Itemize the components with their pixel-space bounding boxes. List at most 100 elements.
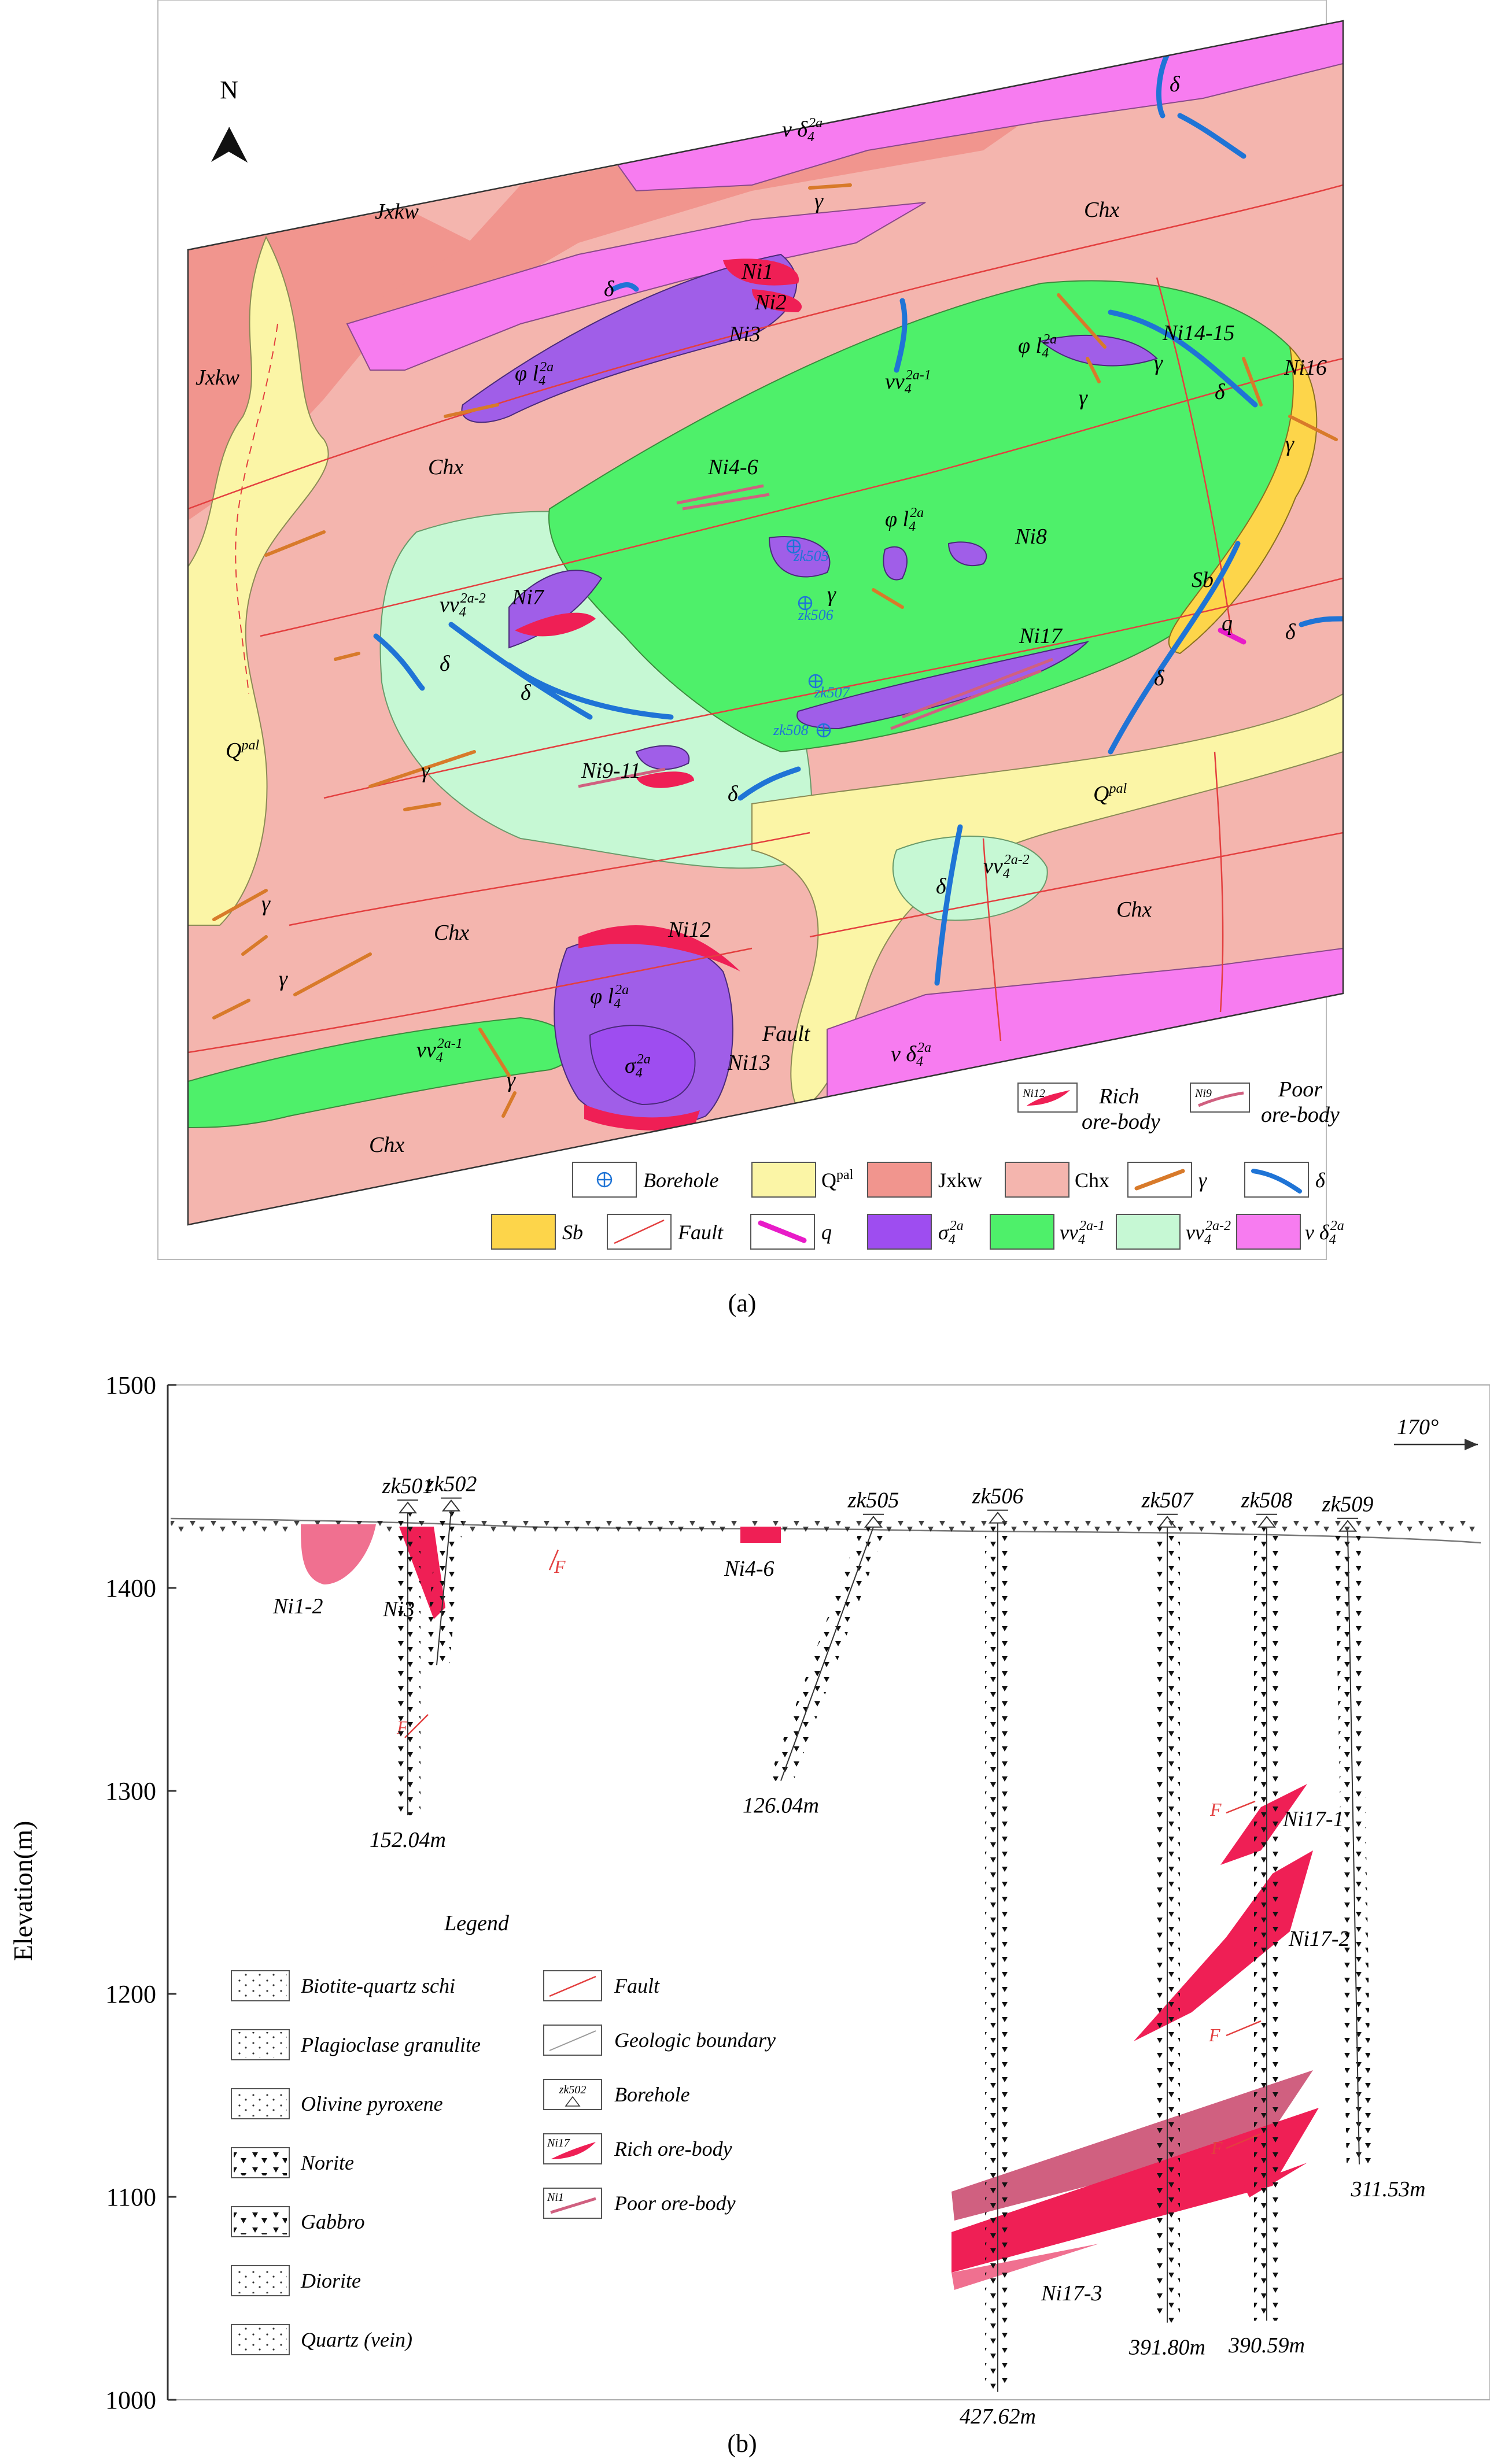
borehole-collar-zk508 <box>1257 1516 1277 1528</box>
body-ni17 <box>796 641 1090 730</box>
borehole-depth-zk509: 311.53m <box>1350 2177 1425 2201</box>
direction-label: 170° <box>1397 1415 1439 1439</box>
legend-swatch-pattern <box>234 2268 287 2293</box>
section-ore-label: Ni17-3 <box>1041 2281 1102 2306</box>
svg-text:Poor: Poor <box>1278 1077 1322 1102</box>
legend-swatch <box>543 2188 602 2219</box>
direction-arrow: 170° <box>1394 1415 1478 1450</box>
borehole-collar-zk505 <box>864 1516 883 1528</box>
delta-label: δ <box>521 681 532 705</box>
label-chx-south: Chx <box>369 1133 404 1157</box>
legend-item-label: Plagioclase granulite <box>300 2033 481 2056</box>
ore-ni9-11 <box>636 771 694 788</box>
label-chx-ne: Chx <box>1084 198 1119 222</box>
panel-a-map: N Jxkw Jxkw Chx Chx Chx Chx Chx Qpal Qpa… <box>157 0 1344 1317</box>
ore-label: Ni17 <box>1019 624 1063 648</box>
ore-label: Ni13 <box>727 1051 770 1075</box>
borehole-name-zk507: zk507 <box>1141 1488 1194 1513</box>
delta-label: δ <box>1154 666 1165 690</box>
formula-peridotite-nw: φ l42a <box>515 360 554 389</box>
map-borehole-symbols <box>786 539 831 738</box>
section-ore-label: Ni1-2 <box>272 1594 323 1619</box>
unit-serpentinite <box>589 1025 696 1106</box>
ore-ni12-rich <box>578 925 740 971</box>
y-tick-label: 1100 <box>106 2183 156 2211</box>
ore-label: Ni16 <box>1284 356 1327 380</box>
y-axis-ticks: 1000 1100 1200 1300 1400 1500 <box>105 1371 176 2414</box>
label-chx-center: Chx <box>434 921 469 945</box>
fault-label: F <box>554 1556 566 1577</box>
ore-label: Ni8 <box>1015 524 1047 549</box>
q-vein <box>1218 627 1246 645</box>
section-ore-label: Ni17-2 <box>1288 1927 1350 1951</box>
body-ni14-15 <box>1039 335 1158 367</box>
map-legend: Borehole Qpal Jxkw Chx γ δ Sb Fault q σ4… <box>491 1162 1344 1250</box>
ore-label: Ni4-6 <box>707 455 758 479</box>
legend-item-label: Poor ore-body <box>614 2192 736 2215</box>
map-ore-labels: Ni1 Ni2 Ni3 Ni4-6 Ni7 Ni8 Ni9-11 Ni12 Ni… <box>511 260 1327 1075</box>
legend-gamma: γ <box>1198 1169 1207 1192</box>
legend-jxkw: Jxkw <box>938 1169 982 1192</box>
section-ore-label: Ni17-1 <box>1282 1807 1344 1831</box>
ore-ni13-rich <box>584 1104 700 1131</box>
ore-label: Ni1 <box>741 260 773 284</box>
legend-left-column: Biotite-quartz schi Plagioclase granulite… <box>231 1970 481 2355</box>
borehole-depth-zk501: 152.04m <box>370 1828 446 1852</box>
geologic-map <box>188 21 1343 1225</box>
delta-label: δ <box>1170 72 1181 97</box>
label-qpal-west: Qpal <box>226 738 259 763</box>
legend-sample-poor: Ni1 <box>547 2191 564 2204</box>
legend-sigma: σ42a <box>938 1218 964 1247</box>
borehole-line-zk502 <box>436 1510 452 1665</box>
ore-label: Ni12 <box>667 918 711 942</box>
gamma-dykes <box>212 183 1338 1118</box>
legend-item-label: Norite <box>300 2151 354 2174</box>
body-ni9-11 <box>635 745 690 770</box>
legend-boundary-line <box>549 2030 596 2051</box>
label-q: q <box>1222 611 1233 636</box>
borehole-line-zk509 <box>1347 1531 1360 2164</box>
gamma-label: γ <box>421 759 430 783</box>
gamma-label: γ <box>1079 386 1088 410</box>
svg-text:Ni9: Ni9 <box>1194 1087 1212 1100</box>
legend-item-label: Quartz (vein) <box>301 2328 412 2351</box>
legend-q: q <box>821 1221 832 1244</box>
ore-poor-ni17 <box>951 2070 1313 2221</box>
y-tick-label: 1000 <box>105 2386 156 2414</box>
gamma-label: γ <box>814 189 824 213</box>
borehole-line-zk505 <box>780 1527 874 1781</box>
y-tick-label: 1300 <box>105 1777 156 1805</box>
formula-peridotite-center: φ l42a <box>885 505 924 534</box>
section-ore-labels: Ni1-2 Ni3 Ni4-6 Ni17-1 Ni17-2 Ni17-3 <box>272 1557 1350 2306</box>
legend-item-label: Borehole <box>614 2083 690 2106</box>
legend-qpal: Qpal <box>821 1168 854 1192</box>
legend-right-column: Fault Geologic boundary zk502 Borehole Ni17 R… <box>543 1970 776 2219</box>
fault-label: F <box>1208 2025 1220 2045</box>
borehole-name-zk501: zk501 <box>382 1474 434 1498</box>
dashed-boundary <box>235 323 278 694</box>
body-zk505 <box>768 536 831 578</box>
formula-peridotite-s: φ l42a <box>590 982 629 1011</box>
delta-label: δ <box>440 652 451 676</box>
borehole-collar-zk507 <box>1157 1516 1177 1528</box>
legend-item-label: Olivine pyroxene <box>301 2092 443 2115</box>
formula-diorite-ne: ν δ42a <box>782 116 823 145</box>
delta-label: δ <box>1215 380 1226 404</box>
legend-swatch-pattern <box>234 1973 287 1998</box>
borehole-name-zk509: zk509 <box>1322 1493 1374 1517</box>
caption-b: (b) <box>727 2429 757 2458</box>
gamma-label: γ <box>1285 432 1294 456</box>
borehole-name-zk502: zk502 <box>425 1472 477 1497</box>
gamma-label: γ <box>279 967 288 991</box>
label-jxkw-west: Jxkw <box>196 365 240 390</box>
legend-swatch-pattern <box>234 2032 287 2057</box>
formula-serpentinite: σ42a <box>625 1052 651 1081</box>
legend-vv-2a-2: νν42a-2 <box>1186 1218 1231 1247</box>
section-boreholes: zk501 152.04m zk502 zk505 126.04m zk506 427.62… <box>370 1472 1426 2429</box>
label-chx-east: Chx <box>1116 897 1152 922</box>
legend-swatch-pattern <box>234 2091 287 2116</box>
formula-diorite-se: ν δ42a <box>891 1040 931 1069</box>
label-chx-nw: Chx <box>428 455 463 479</box>
ore-label: Ni9-11 <box>581 759 641 783</box>
